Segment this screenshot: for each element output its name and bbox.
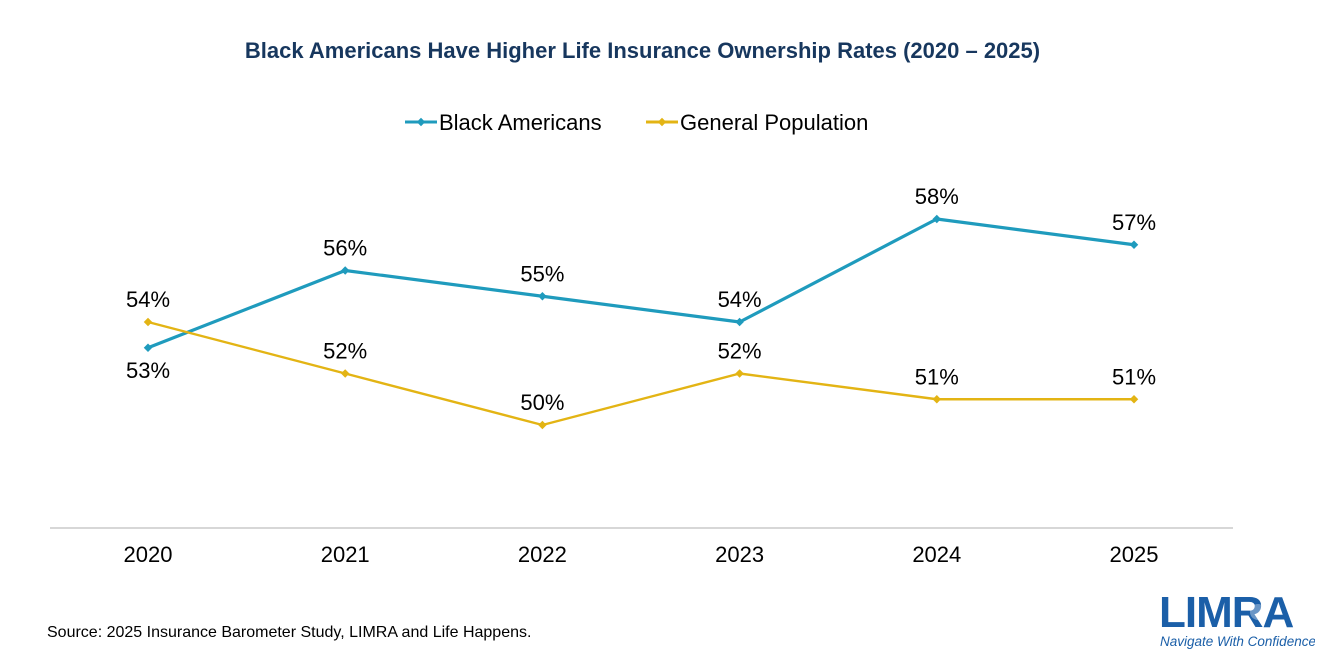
data-point (1129, 395, 1139, 404)
legend-label: Black Americans (439, 110, 602, 135)
data-point (538, 420, 547, 430)
data-point (735, 317, 744, 327)
data-label: 53% (126, 358, 170, 383)
legend: Black Americans General Population (405, 110, 868, 135)
data-label: 54% (126, 287, 170, 312)
x-tick-labels: 2020 2021 2022 2023 2024 2025 (124, 542, 1159, 567)
series-line (147, 217, 1135, 350)
series-line (147, 320, 1134, 427)
data-label: 56% (323, 236, 367, 261)
x-tick-label: 2023 (715, 542, 764, 567)
logo-tagline: Navigate With Confidence (1160, 634, 1315, 649)
data-point (932, 395, 942, 404)
data-label: 51% (1112, 364, 1156, 389)
data-label: 50% (520, 390, 564, 415)
data-label: 52% (323, 339, 367, 364)
data-point (1129, 240, 1139, 249)
legend-label: General Population (680, 110, 868, 135)
data-label: 52% (718, 339, 762, 364)
data-point (538, 292, 547, 301)
data-point (143, 343, 153, 352)
legend-item: Black Americans (405, 110, 602, 135)
data-label: 55% (520, 261, 564, 286)
globe-icon (1250, 604, 1266, 620)
data-point (340, 369, 350, 378)
data-point (735, 369, 744, 378)
x-tick-label: 2022 (518, 542, 567, 567)
series-layer (143, 214, 1139, 430)
x-tick-label: 2024 (912, 542, 961, 567)
logo-wordmark: LIMRA (1159, 588, 1294, 637)
x-tick-label: 2021 (321, 542, 370, 567)
source-note: Source: 2025 Insurance Barometer Study, … (47, 624, 532, 641)
data-label: 58% (915, 184, 959, 209)
data-label: 54% (718, 287, 762, 312)
limra-logo[interactable]: LIMRA Navigate With Confidence (1155, 588, 1315, 658)
x-tick-label: 2020 (124, 542, 173, 567)
data-labels: 53% 56% 55% 54% 58% 57% 54% 52% 50% 52% 51% 51% (126, 184, 1156, 415)
chart-title: Black Americans Have Higher Life Insuran… (244, 38, 1041, 63)
legend-marker (416, 117, 426, 127)
data-point (340, 266, 350, 275)
legend-marker (657, 117, 667, 127)
data-point (143, 317, 153, 327)
data-label: 51% (915, 364, 959, 389)
x-tick-label: 2025 (1110, 542, 1159, 567)
line-chart: Black Americans General Population 53% 56%… (50, 110, 1233, 567)
legend-item: General Population (646, 110, 868, 135)
data-label: 57% (1112, 210, 1156, 235)
